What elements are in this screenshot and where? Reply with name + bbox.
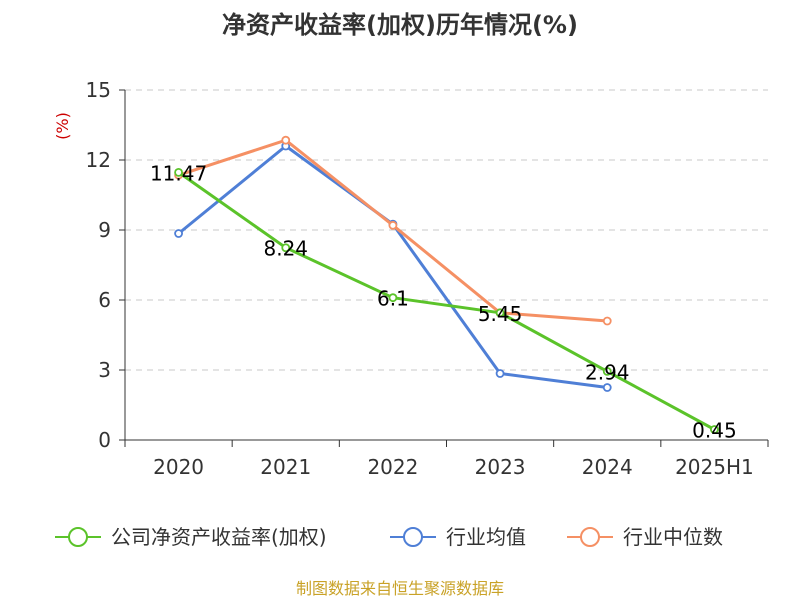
series-point — [495, 369, 505, 378]
x-tick-label: 2022 — [367, 455, 418, 479]
y-tick-label: 15 — [86, 78, 111, 102]
grid-lines — [125, 89, 768, 371]
data-labels: 11.47 8.24 6.1 5.45 2.94 0.45 — [150, 161, 737, 442]
x-tick-label: 2023 — [475, 455, 526, 479]
data-label: 11.47 — [150, 161, 207, 185]
data-label: 5.45 — [478, 302, 523, 326]
data-label: 6.1 — [377, 287, 409, 311]
data-label: 8.24 — [263, 237, 308, 261]
series-line — [177, 144, 608, 389]
legend-item: 行业均值 — [390, 525, 526, 549]
series-point — [602, 316, 612, 326]
y-axis-label: (%) — [53, 112, 72, 140]
legend-item: 公司净资产收益率(加权) — [55, 525, 327, 549]
series-point — [495, 308, 505, 318]
series-point — [281, 135, 291, 145]
source-note: 制图数据来自恒生聚源数据库 — [296, 579, 504, 598]
axes: 0 3 6 9 12 15 2020 2021 2022 2023 2024 2025H1 — [86, 78, 769, 479]
chart-title: 净资产收益率(加权)历年情况(%) — [222, 11, 578, 39]
y-tick-label: 12 — [86, 148, 111, 172]
series-point — [602, 366, 612, 376]
legend-label: 公司净资产收益率(加权) — [111, 525, 327, 549]
legend-swatch-marker — [403, 527, 423, 547]
series-point — [281, 243, 291, 253]
y-tick-label: 9 — [98, 218, 111, 242]
legend-swatch-marker — [68, 527, 88, 547]
legend-item: 行业中位数 — [567, 525, 723, 549]
series-lines — [174, 135, 719, 434]
series-point — [174, 167, 183, 177]
y-tick-label: 3 — [98, 358, 111, 382]
y-tick-label: 0 — [98, 428, 111, 452]
legend: 公司净资产收益率(加权) 行业均值 行业中位数 — [55, 525, 723, 549]
series-point — [602, 383, 612, 392]
x-tick-label: 2024 — [582, 455, 633, 479]
x-tick-label: 2025H1 — [675, 455, 754, 479]
legend-label: 行业均值 — [446, 525, 526, 549]
x-tick-label: 2020 — [153, 455, 204, 479]
data-label: 0.45 — [692, 419, 737, 443]
series-point — [174, 229, 183, 238]
series-line — [177, 171, 716, 431]
data-label: 2.94 — [585, 360, 630, 384]
legend-swatch-marker — [580, 527, 600, 547]
series-point — [710, 425, 719, 434]
y-tick-label: 6 — [98, 288, 111, 312]
series-point — [388, 293, 398, 303]
series-point — [388, 220, 398, 230]
legend-label: 行业中位数 — [623, 525, 723, 549]
x-tick-label: 2021 — [260, 455, 311, 479]
